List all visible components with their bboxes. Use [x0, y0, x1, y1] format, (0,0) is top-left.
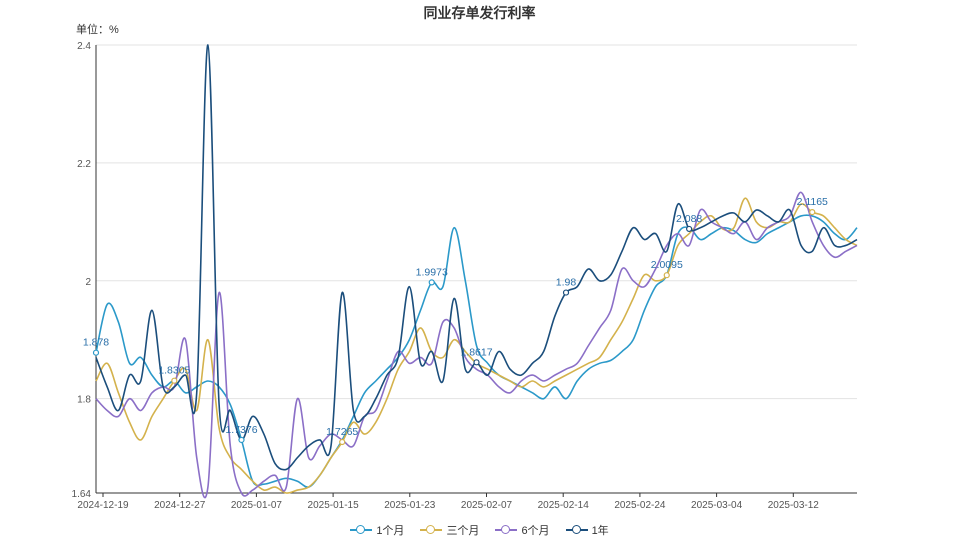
y-tick-label: 1.8: [77, 395, 91, 406]
data-label: 1.8617: [460, 346, 492, 358]
data-label: 2.088: [676, 213, 702, 225]
chart-legend: 1个月 三个月 6个月 1年: [0, 522, 959, 538]
data-point-marker: [809, 209, 816, 216]
data-label: 1.9973: [416, 266, 448, 278]
x-tick-label: 2025-03-04: [691, 500, 743, 511]
series-line-0: [95, 214, 858, 488]
data-point-marker: [339, 438, 346, 446]
legend-label: 1年: [591, 525, 609, 537]
data-label: 1.8305: [158, 365, 190, 377]
data-label: 2.0095: [651, 259, 683, 271]
x-tick-label: 2025-03-12: [768, 500, 820, 511]
data-label: 1.7265: [326, 426, 358, 438]
data-point-marker: [92, 349, 100, 356]
x-tick-label: 2025-01-23: [384, 500, 436, 511]
data-label: 1.98: [556, 277, 577, 289]
data-label: 2.1165: [797, 196, 828, 208]
data-point-marker: [171, 377, 178, 384]
x-tick-label: 2024-12-19: [77, 500, 129, 511]
legend-marker-icon: [350, 525, 373, 535]
y-tick-label: 2: [85, 277, 91, 288]
data-point-marker: [238, 436, 245, 444]
x-tick-label: 2025-02-14: [538, 500, 590, 511]
x-tick-label: 2025-02-24: [614, 500, 666, 511]
legend-marker-icon: [565, 525, 588, 535]
legend-marker-icon: [420, 525, 443, 535]
legend-label: 1个月: [376, 525, 405, 537]
data-point-marker: [663, 272, 670, 279]
data-point-marker: [686, 225, 693, 233]
data-label: 1.878: [83, 337, 109, 349]
x-tick-label: 2025-01-15: [308, 500, 360, 511]
y-tick-label: 1.64: [72, 489, 92, 500]
data-point-marker: [473, 359, 480, 366]
x-tick-label: 2024-12-27: [154, 500, 206, 511]
y-tick-label: 2.4: [77, 41, 91, 52]
series-line-2: [95, 191, 858, 499]
x-tick-label: 2025-02-07: [461, 500, 513, 511]
legend-item-0[interactable]: 1个月: [350, 522, 404, 538]
chart-title: 同业存单发行利率: [423, 5, 536, 21]
legend-label: 6个月: [521, 525, 550, 537]
data-label: 1.7376: [225, 424, 257, 436]
data-point-marker: [428, 279, 435, 286]
legend-item-1[interactable]: 三个月: [420, 522, 479, 538]
legend-label: 三个月: [446, 525, 480, 537]
data-point-marker: [562, 289, 570, 296]
legend-item-3[interactable]: 1年: [565, 522, 609, 538]
legend-item-2[interactable]: 6个月: [495, 522, 550, 538]
y-tick-label: 2.2: [77, 159, 91, 170]
unit-label: 单位：%: [76, 24, 119, 36]
series-line-3: [95, 44, 858, 471]
x-tick-label: 2025-01-07: [231, 500, 283, 511]
legend-marker-icon: [495, 525, 518, 535]
